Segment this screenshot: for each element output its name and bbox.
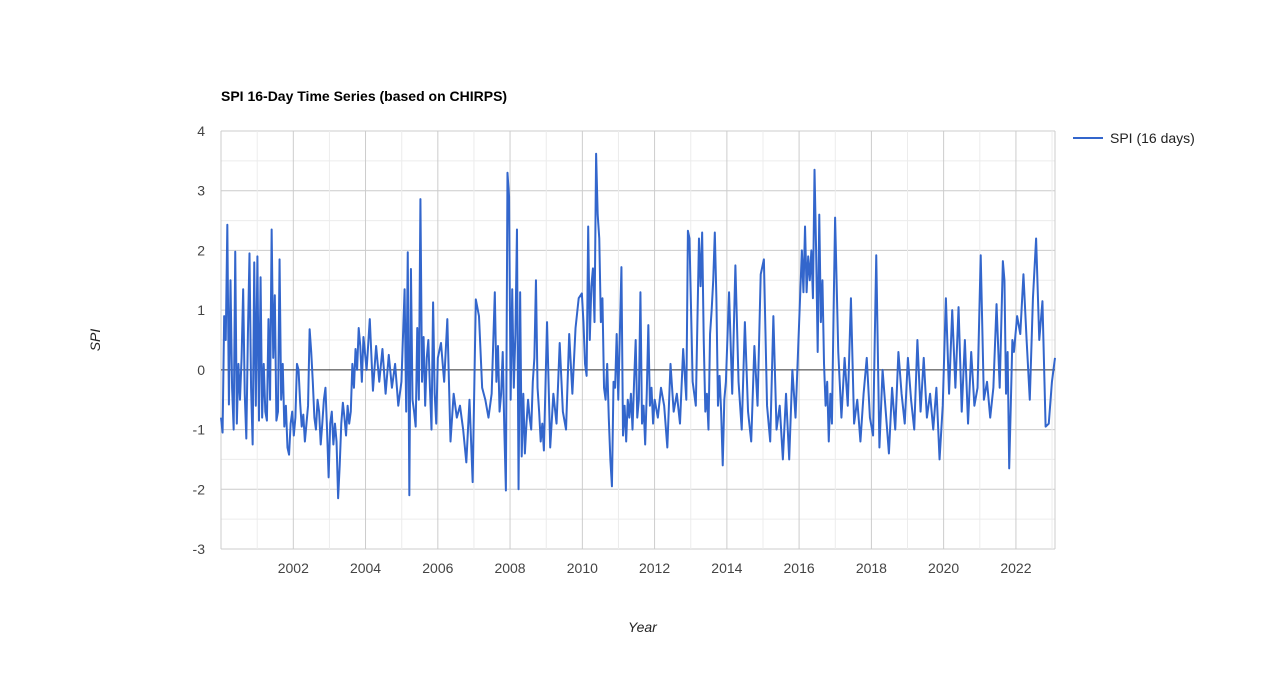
x-tick-label: 2008	[494, 560, 525, 576]
x-tick-label: 2016	[784, 560, 815, 576]
y-tick-label: 3	[197, 183, 205, 199]
x-tick-label: 2020	[928, 560, 959, 576]
y-axis-title: SPI	[87, 329, 103, 352]
legend-label-spi: SPI (16 days)	[1110, 130, 1195, 146]
y-tick-label: 0	[197, 362, 205, 378]
x-tick-label: 2004	[350, 560, 381, 576]
x-tick-label: 2002	[278, 560, 309, 576]
y-tick-label: 4	[197, 123, 205, 139]
y-axis-ticks: 4 3 2 1 0 -1 -2 -3	[193, 123, 206, 557]
x-tick-label: 2022	[1000, 560, 1031, 576]
y-tick-label: -3	[193, 541, 206, 557]
series-line-spi-16-days[interactable]	[220, 152, 1056, 500]
y-tick-label: -2	[193, 481, 206, 497]
x-tick-label: 2018	[856, 560, 887, 576]
y-tick-label: 1	[197, 302, 205, 318]
y-tick-label: 2	[197, 242, 205, 258]
x-axis-ticks: 2002 2004 2006 2008 2010 2012 2014 2016 2018 2020…	[278, 560, 1032, 576]
x-tick-label: 2012	[639, 560, 670, 576]
x-tick-label: 2014	[711, 560, 742, 576]
y-tick-label: -1	[193, 422, 206, 438]
x-tick-label: 2006	[422, 560, 453, 576]
legend[interactable]: SPI (16 days)	[1073, 130, 1195, 146]
x-axis-title: Year	[628, 619, 658, 635]
series-layer	[220, 152, 1056, 500]
x-tick-label: 2010	[567, 560, 598, 576]
chart-title: SPI 16-Day Time Series (based on CHIRPS)	[221, 88, 507, 104]
